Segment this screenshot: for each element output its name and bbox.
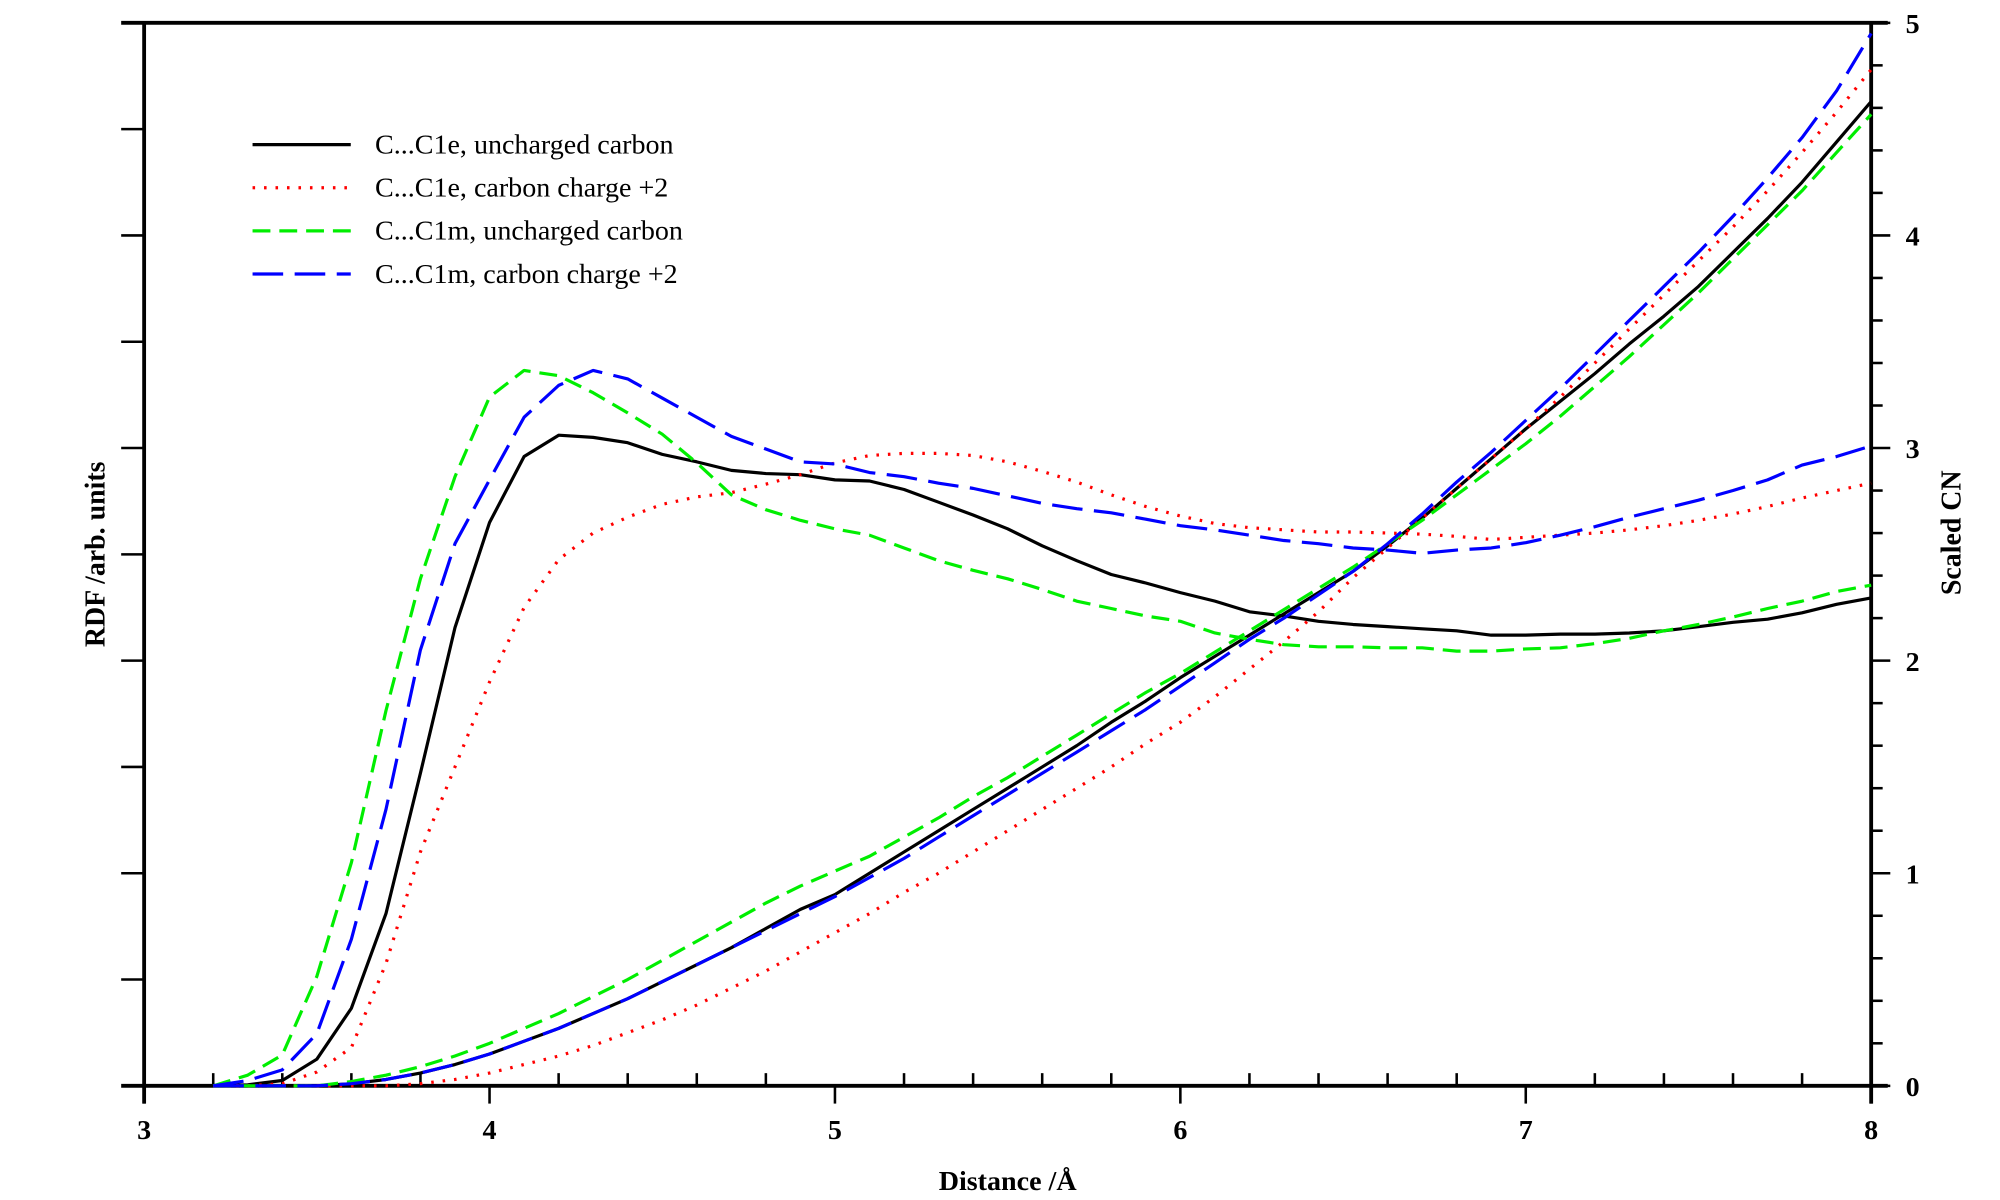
x-tick-label: 3 — [137, 1115, 151, 1146]
ticks — [121, 21, 1891, 1104]
series-3-cn-line — [213, 113, 1873, 1088]
series-1-rdf-line — [213, 433, 1872, 1088]
x-tick-label: 6 — [1173, 1115, 1187, 1146]
x-tick-label: 8 — [1864, 1115, 1878, 1146]
series-4-cn-line — [213, 32, 1873, 1088]
x-tick-label: 7 — [1519, 1115, 1533, 1146]
legend-item: C...C1m, uncharged carbon — [252, 216, 683, 247]
y-axis-title: RDF /arb. units — [81, 461, 112, 647]
series-2-rdf-line — [213, 451, 1872, 1088]
legend-item: C...C1m, carbon charge +2 — [252, 259, 678, 290]
legend-label: C...C1e, carbon charge +2 — [375, 173, 668, 204]
legend-label: C...C1e, uncharged carbon — [375, 130, 674, 161]
x-tick-label: 5 — [828, 1115, 842, 1146]
legend-item: C...C1e, uncharged carbon — [252, 130, 674, 161]
y2-tick-label: 1 — [1906, 859, 1920, 890]
legend-label: C...C1m, carbon charge +2 — [375, 259, 678, 290]
y2-tick-label: 0 — [1906, 1072, 1920, 1103]
axes — [121, 20, 1888, 1104]
x-axis-title: Distance /Å — [939, 1166, 1077, 1197]
series-3-rdf-line — [212, 368, 1872, 1088]
series-1-cn-line — [213, 100, 1873, 1088]
series-2-cn-line — [213, 68, 1873, 1088]
x-tick-label: 4 — [483, 1115, 497, 1146]
y2-tick-label: 5 — [1906, 9, 1920, 40]
y2-tick-label: 3 — [1906, 434, 1920, 465]
legend: C...C1e, uncharged carbon C...C1e, carbon… — [252, 130, 683, 290]
series-4-rdf-line — [213, 368, 1872, 1088]
legend-label: C...C1m, uncharged carbon — [375, 216, 683, 247]
tick-labels: 3 4 5 6 7 80 1 2 3 4 5 — [137, 9, 1920, 1146]
y2-tick-label: 4 — [1906, 222, 1920, 253]
y2-axis-title: Scaled CN — [1936, 470, 1967, 595]
legend-item: C...C1e, carbon charge +2 — [252, 173, 668, 204]
y2-tick-label: 2 — [1906, 647, 1920, 678]
plot-lines — [212, 32, 1873, 1088]
